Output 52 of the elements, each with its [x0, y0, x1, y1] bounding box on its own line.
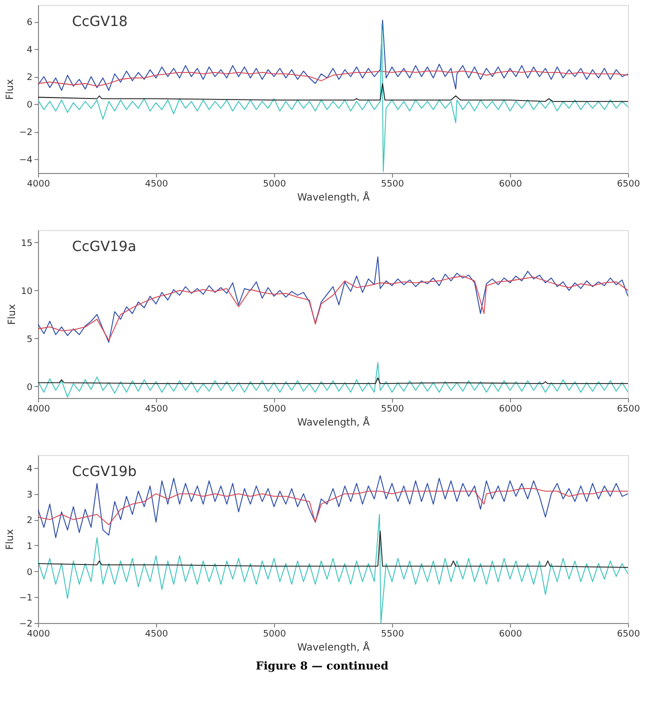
- x-axis-title: Wavelength, Å: [297, 640, 370, 654]
- x-tick-label: 5000: [263, 404, 286, 414]
- text: CcGV18: [72, 14, 128, 30]
- x-tick-label: 5500: [381, 630, 404, 640]
- y-tick-label: 2: [26, 516, 32, 526]
- x-tick-label: 5000: [263, 180, 286, 190]
- x-tick-label: 6500: [617, 404, 640, 414]
- x-tick-label: 4000: [27, 630, 50, 640]
- y-tick-label: 15: [21, 238, 32, 249]
- x-axis-title: Wavelength, Å: [297, 416, 370, 428]
- y-tick-label: 3: [26, 490, 32, 500]
- y-tick-label: 2: [26, 73, 32, 84]
- x-tick-label: 6000: [499, 404, 522, 414]
- line-series: [38, 475, 628, 538]
- line-series: [38, 256, 628, 343]
- y-tick-label: −2: [19, 128, 32, 138]
- y-tick-label: 4: [26, 464, 33, 474]
- x-tick-label: 5000: [263, 630, 286, 640]
- y-tick-label: −2: [19, 620, 32, 630]
- x-tick-label: 4500: [145, 180, 168, 190]
- y-tick-label: 0: [26, 382, 33, 393]
- line-series: [38, 276, 628, 341]
- text: CcGV19b: [72, 464, 137, 480]
- line-series: [38, 488, 628, 526]
- line-series: [38, 83, 628, 102]
- x-tick-label: 4500: [145, 404, 168, 414]
- y-axis-title: Flux: [7, 304, 18, 325]
- y-tick-label: 1: [26, 542, 32, 552]
- y-tick-label: 6: [26, 18, 33, 28]
- line-series: [38, 530, 628, 568]
- y-axis-title: Flux: [5, 79, 16, 100]
- x-tick-label: 4500: [145, 630, 168, 640]
- line-series: [38, 70, 628, 87]
- x-tick-label: 5500: [381, 180, 404, 190]
- text: CcGV19a: [72, 239, 136, 255]
- x-tick-label: 4000: [27, 404, 50, 414]
- x-tick-label: 4000: [27, 180, 50, 190]
- y-tick-label: −1: [19, 594, 32, 604]
- y-tick-label: 0: [26, 568, 33, 578]
- x-tick-label: 6500: [617, 180, 640, 190]
- y-tick-label: 5: [26, 334, 32, 345]
- y-tick-label: 10: [21, 286, 33, 297]
- y-axis-title: Flux: [5, 529, 16, 550]
- y-tick-label: −4: [19, 156, 33, 166]
- y-tick-label: 0: [26, 100, 33, 111]
- caption: Figure 8 — continued: [256, 660, 389, 672]
- x-axis-title: Wavelength, Å: [297, 190, 370, 204]
- x-tick-label: 6000: [499, 630, 522, 640]
- y-tick-label: 4: [26, 46, 33, 56]
- x-tick-label: 5500: [381, 404, 404, 414]
- x-tick-label: 6500: [617, 630, 640, 640]
- x-tick-label: 6000: [499, 180, 522, 190]
